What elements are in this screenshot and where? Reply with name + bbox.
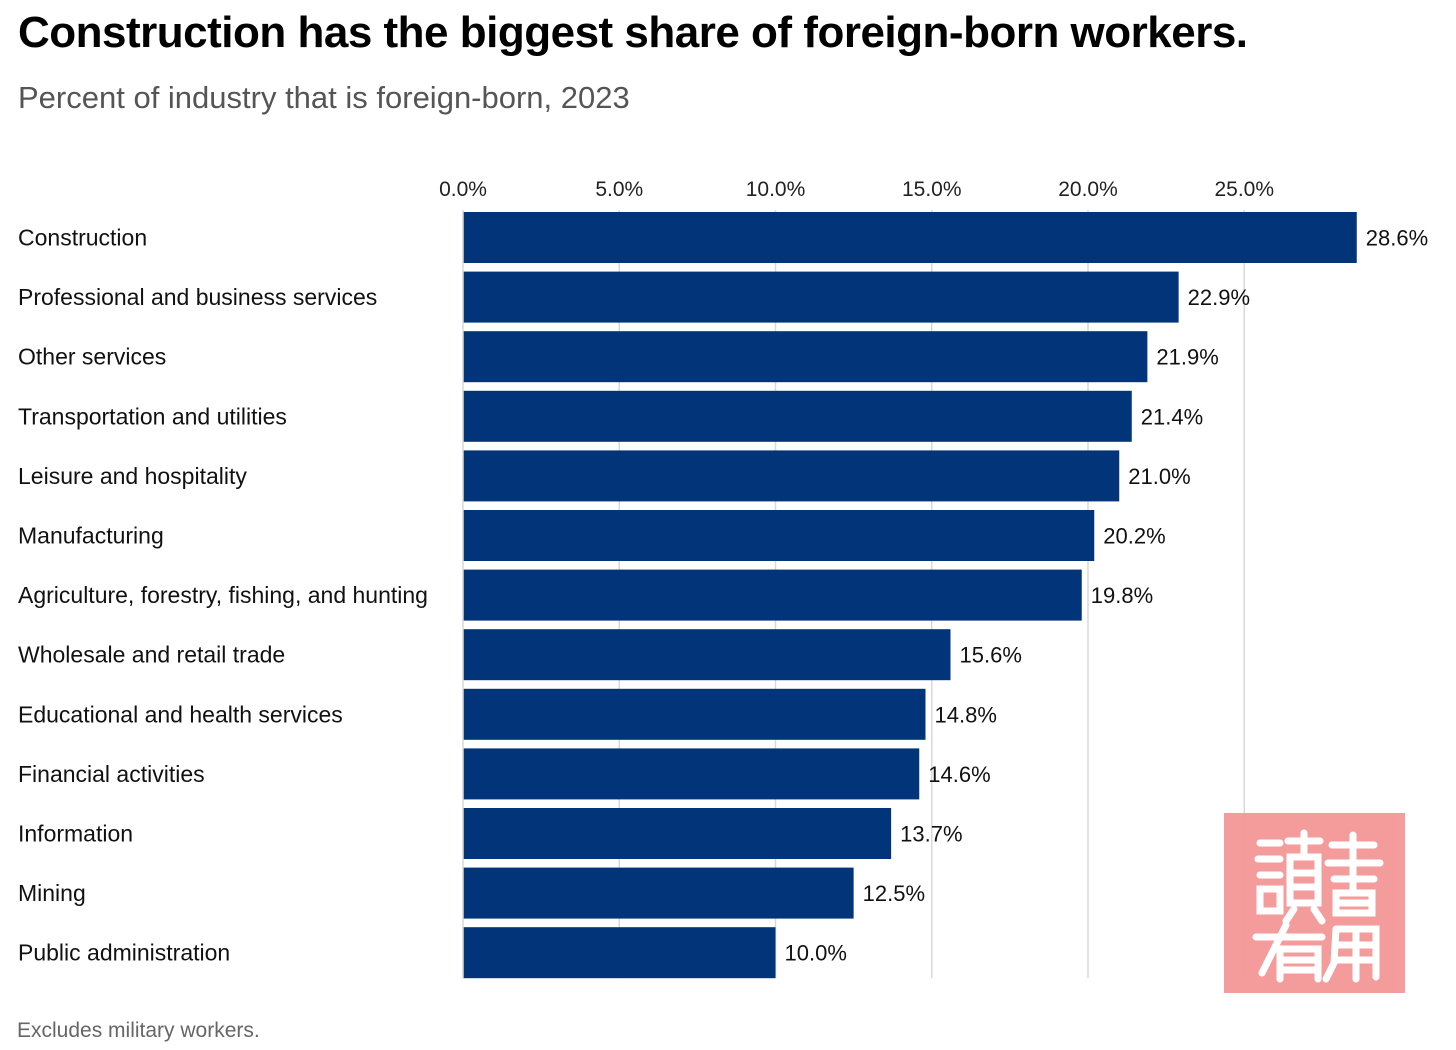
seal-stamp-glyphs xyxy=(1252,829,1384,983)
x-tick-label: 15.0% xyxy=(902,178,962,201)
chart-subtitle: Percent of industry that is foreign-born… xyxy=(18,80,630,115)
bar xyxy=(463,212,1357,263)
category-label: Professional and business services xyxy=(18,284,377,310)
seal-stamp xyxy=(1224,813,1405,993)
bar xyxy=(463,271,1179,323)
bar xyxy=(463,688,926,740)
x-tick-label: 10.0% xyxy=(746,178,806,201)
category-label: Wholesale and retail trade xyxy=(18,642,285,668)
chart-footnote: Excludes military workers. xyxy=(17,1019,260,1042)
category-label: Construction xyxy=(18,225,147,251)
data-label: 21.0% xyxy=(1128,464,1190,489)
bar xyxy=(463,867,854,919)
category-label: Educational and health services xyxy=(18,701,343,727)
bar xyxy=(463,510,1095,561)
category-label: Other services xyxy=(18,344,166,370)
category-label: Information xyxy=(18,821,133,847)
bar xyxy=(463,629,951,681)
data-label: 21.4% xyxy=(1141,404,1203,429)
bar xyxy=(463,569,1082,621)
bar xyxy=(463,927,776,979)
bar xyxy=(463,808,892,859)
category-label: Manufacturing xyxy=(18,523,164,549)
data-label: 12.5% xyxy=(863,881,925,906)
bar xyxy=(463,748,920,800)
category-label: Mining xyxy=(18,880,86,906)
chart-title: Construction has the biggest share of fo… xyxy=(18,8,1248,57)
x-tick-label: 5.0% xyxy=(595,178,643,201)
category-label: Leisure and hospitality xyxy=(18,463,247,489)
bar xyxy=(463,450,1120,502)
data-label: 14.8% xyxy=(935,702,997,727)
data-label: 10.0% xyxy=(785,941,847,966)
data-label: 21.9% xyxy=(1156,345,1218,370)
bar xyxy=(463,331,1148,383)
category-label: Agriculture, forestry, fishing, and hunt… xyxy=(18,582,428,608)
data-label: 13.7% xyxy=(900,822,962,847)
data-label: 19.8% xyxy=(1091,583,1153,608)
category-label: Transportation and utilities xyxy=(18,403,287,429)
category-label: Financial activities xyxy=(18,761,205,787)
data-label: 22.9% xyxy=(1188,285,1250,310)
bar xyxy=(463,390,1132,442)
category-label: Public administration xyxy=(18,940,230,966)
x-tick-label: 0.0% xyxy=(439,178,487,201)
x-tick-label: 20.0% xyxy=(1058,178,1118,201)
data-label: 14.6% xyxy=(928,762,990,787)
data-label: 15.6% xyxy=(960,643,1022,668)
x-tick-label: 25.0% xyxy=(1214,178,1274,201)
data-label: 20.2% xyxy=(1103,524,1165,549)
data-label: 28.6% xyxy=(1366,226,1428,251)
